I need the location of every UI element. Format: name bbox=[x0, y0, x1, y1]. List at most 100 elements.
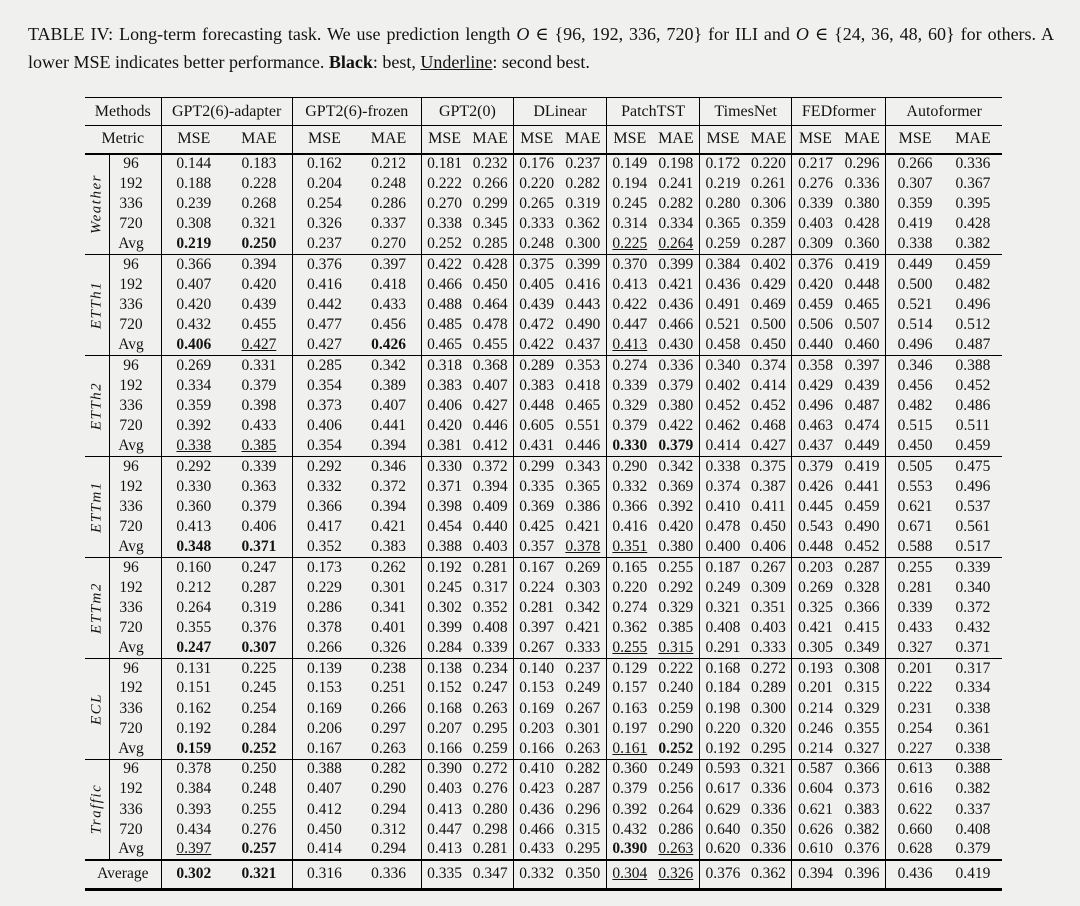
value-cell: 0.474 bbox=[844, 417, 880, 435]
horizon-cell: 336 bbox=[108, 395, 162, 416]
value-cell: 0.168 bbox=[699, 658, 746, 679]
value-cell: 0.419 bbox=[844, 255, 880, 273]
section-ecl: ECL 96 0.131 0.225 0.139 0.238 0.138 0.234 0.140… bbox=[85, 658, 1002, 760]
value-cell: 0.373 bbox=[844, 780, 880, 798]
value-cell: 0.165 bbox=[606, 557, 653, 578]
value-cell: 0.255 bbox=[885, 557, 944, 578]
value-cell: 0.613 bbox=[885, 759, 944, 780]
metric-label-cell: MAE bbox=[472, 130, 508, 148]
value-cell: 0.521 bbox=[885, 294, 944, 315]
value-cell: 0.336 bbox=[844, 174, 880, 192]
value-cell: 0.192 bbox=[699, 738, 746, 760]
value-cell: 0.436 bbox=[699, 274, 746, 295]
value-cell: 0.458 bbox=[699, 335, 746, 356]
value-cell: 0.240 bbox=[658, 679, 694, 697]
value-cell: 0.381 bbox=[420, 436, 468, 457]
value-cell: 0.379 bbox=[955, 840, 991, 858]
value-cell: 0.162 bbox=[291, 153, 357, 174]
value-cell: 0.314 bbox=[606, 214, 653, 235]
value-cell: 0.383 bbox=[371, 537, 406, 555]
value-cell: 0.318 bbox=[420, 355, 468, 376]
value-cell: 0.301 bbox=[565, 719, 601, 737]
value-cell: 0.193 bbox=[791, 658, 839, 679]
value-cell: 0.267 bbox=[565, 699, 601, 717]
value-cell: 0.248 bbox=[371, 174, 406, 192]
table-row: 336 0.360 0.379 0.366 0.394 0.398 0.409 0.369 0.… bbox=[85, 496, 1002, 517]
value-cell: 0.149 bbox=[606, 153, 653, 174]
value-cell: 0.254 bbox=[291, 193, 357, 215]
value-cell: 0.421 bbox=[371, 517, 406, 535]
table-row: 720 0.434 0.276 0.450 0.312 0.447 0.298 0.466 0.… bbox=[85, 819, 1002, 840]
metric-label-cell: MAE bbox=[658, 130, 694, 148]
dataset-name-label: ETTm2 bbox=[88, 581, 105, 634]
value-cell: 0.348 bbox=[160, 537, 227, 558]
value-cell: 0.378 bbox=[565, 537, 601, 555]
value-cell: 0.153 bbox=[291, 678, 357, 699]
table-row: Avg 0.348 0.371 0.352 0.383 0.388 0.403 0.357 0.… bbox=[85, 537, 1002, 558]
value-cell: 0.336 bbox=[955, 155, 991, 173]
value-cell: 0.376 bbox=[791, 254, 839, 275]
value-cell: 0.336 bbox=[751, 840, 786, 858]
value-cell: 0.365 bbox=[565, 477, 601, 495]
value-cell: 0.436 bbox=[885, 860, 944, 890]
value-cell: 0.442 bbox=[291, 294, 357, 315]
value-cell: 0.448 bbox=[512, 395, 560, 416]
value-cell: 0.626 bbox=[791, 819, 839, 840]
dataset-name-label: Weather bbox=[88, 174, 105, 235]
value-cell: 0.351 bbox=[751, 598, 786, 616]
section-weather: Weather 96 0.144 0.183 0.162 0.212 0.181 0.232 0… bbox=[85, 153, 1002, 255]
value-cell: 0.286 bbox=[371, 194, 406, 212]
caption-segment: : second best. bbox=[492, 51, 590, 72]
value-cell: 0.336 bbox=[751, 800, 786, 818]
value-cell: 0.290 bbox=[606, 456, 653, 477]
value-cell: 0.505 bbox=[885, 456, 944, 477]
value-cell: 0.399 bbox=[565, 255, 601, 273]
horizon-cell: Avg bbox=[108, 537, 162, 558]
section-etth2: ETTh2 96 0.269 0.331 0.285 0.342 0.318 0.368 0.2… bbox=[85, 355, 1002, 457]
value-cell: 0.390 bbox=[606, 839, 653, 861]
value-cell: 0.450 bbox=[291, 819, 357, 840]
table-row: 192 0.407 0.420 0.416 0.418 0.466 0.450 0.405 0.… bbox=[85, 274, 1002, 295]
dataset-name-label: ETTm1 bbox=[88, 480, 105, 533]
value-cell: 0.466 bbox=[512, 819, 560, 840]
value-cell: 0.286 bbox=[291, 597, 357, 618]
value-cell: 0.254 bbox=[885, 718, 944, 739]
value-cell: 0.131 bbox=[160, 658, 227, 679]
value-cell: 0.290 bbox=[658, 719, 694, 737]
value-cell: 0.224 bbox=[512, 577, 560, 598]
value-cell: 0.212 bbox=[160, 577, 227, 598]
value-cell: 0.376 bbox=[291, 254, 357, 275]
value-cell: 0.259 bbox=[658, 699, 694, 717]
value-cell: 0.362 bbox=[606, 617, 653, 638]
value-cell: 0.139 bbox=[291, 658, 357, 679]
value-cell: 0.427 bbox=[472, 396, 508, 414]
value-cell: 0.225 bbox=[241, 659, 277, 677]
value-cell: 0.167 bbox=[291, 738, 357, 760]
value-cell: 0.220 bbox=[606, 577, 653, 598]
value-cell: 0.282 bbox=[371, 760, 406, 778]
value-cell: 0.201 bbox=[791, 678, 839, 699]
value-cell: 0.232 bbox=[472, 155, 508, 173]
value-cell: 0.201 bbox=[885, 658, 944, 679]
horizon-cell: 96 bbox=[108, 557, 162, 578]
value-cell: 0.433 bbox=[512, 839, 560, 861]
table-row: 336 0.359 0.398 0.373 0.407 0.406 0.427 0.448 0.… bbox=[85, 395, 1002, 416]
value-cell: 0.452 bbox=[751, 396, 786, 414]
value-cell: 0.468 bbox=[751, 417, 786, 435]
value-cell: 0.321 bbox=[699, 597, 746, 618]
value-cell: 0.320 bbox=[751, 719, 786, 737]
value-cell: 0.167 bbox=[512, 557, 560, 578]
value-cell: 0.406 bbox=[420, 395, 468, 416]
value-cell: 0.403 bbox=[791, 214, 839, 235]
metric-label-cell: MSE bbox=[512, 125, 560, 154]
value-cell: 0.440 bbox=[472, 517, 508, 535]
table-row: Avg 0.397 0.257 0.414 0.294 0.413 0.281 0.433 0.… bbox=[85, 839, 1002, 861]
value-cell: 0.413 bbox=[606, 274, 653, 295]
value-cell: 0.430 bbox=[658, 336, 694, 354]
value-cell: 0.450 bbox=[751, 517, 786, 535]
value-cell: 0.359 bbox=[160, 395, 227, 416]
value-cell: 0.369 bbox=[658, 477, 694, 495]
value-cell: 0.198 bbox=[699, 698, 746, 719]
value-cell: 0.440 bbox=[791, 335, 839, 356]
value-cell: 0.290 bbox=[371, 780, 406, 798]
